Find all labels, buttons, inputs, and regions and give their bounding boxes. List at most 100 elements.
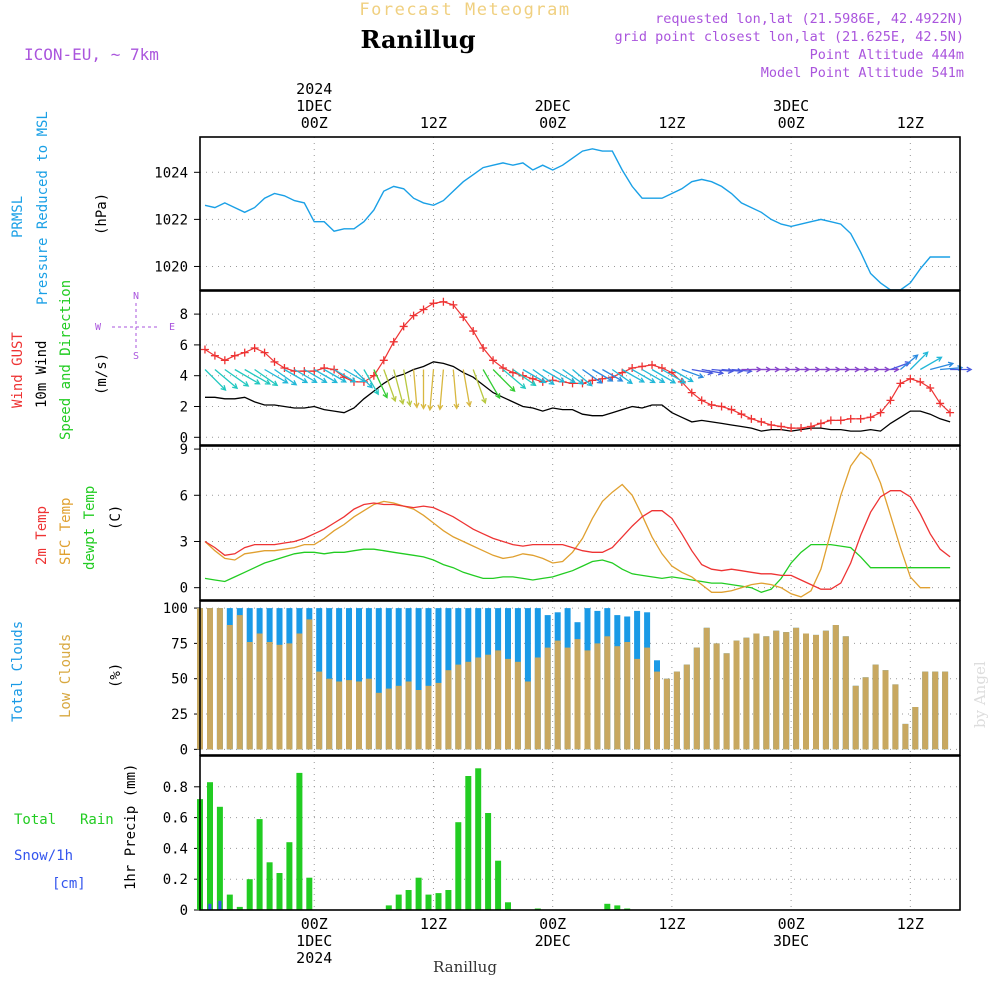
gust-marker bbox=[757, 417, 766, 426]
low-cloud-bar bbox=[753, 633, 760, 750]
gust-marker bbox=[896, 379, 905, 388]
wind-arrow bbox=[651, 368, 677, 384]
panel-frame bbox=[199, 600, 961, 756]
bottom-time-label: 00Z bbox=[778, 915, 805, 933]
low-cloud-bar bbox=[495, 650, 502, 750]
low-cloud-bar bbox=[306, 619, 313, 750]
wind-arrow bbox=[681, 368, 705, 379]
gust-marker bbox=[588, 376, 597, 385]
low-cloud-bar bbox=[743, 637, 750, 750]
wind-arrow bbox=[602, 368, 624, 382]
rain-bar bbox=[306, 877, 313, 910]
wind-arrow bbox=[721, 368, 744, 374]
low-cloud-bar bbox=[465, 661, 472, 750]
low-cloud-bar bbox=[375, 692, 382, 750]
wind-arrow bbox=[264, 368, 289, 384]
low-cloud-bar bbox=[584, 650, 591, 750]
wind-arrow bbox=[552, 368, 576, 383]
wind-arrow bbox=[482, 369, 501, 400]
top-time-label: 00Z bbox=[539, 114, 566, 132]
low-cloud-bar bbox=[207, 608, 213, 750]
rain-bar bbox=[256, 819, 263, 910]
clouds-unit: (%) bbox=[108, 663, 124, 688]
gust-marker bbox=[379, 356, 388, 365]
total-cloud-bar bbox=[356, 608, 362, 750]
gust-marker bbox=[499, 364, 508, 372]
total-cloud-bar bbox=[405, 608, 412, 750]
y-tick-label: 3 bbox=[180, 534, 188, 550]
total-cloud-bar bbox=[385, 608, 392, 750]
gust-marker bbox=[876, 408, 885, 417]
gust-marker bbox=[419, 305, 428, 314]
gust-marker bbox=[489, 356, 498, 365]
wind-arrow bbox=[373, 369, 388, 399]
wind-arrow bbox=[224, 368, 250, 387]
panel-temp: 9 6 3 0 bbox=[180, 442, 960, 600]
bottom-time-label: 12Z bbox=[897, 915, 924, 933]
gust-marker bbox=[936, 399, 945, 408]
low-cloud-bar bbox=[683, 664, 690, 750]
gust-marker bbox=[687, 388, 696, 397]
wind-arrow bbox=[572, 369, 593, 387]
wind-arrow bbox=[437, 369, 445, 411]
total-cloud-bar bbox=[395, 608, 402, 750]
grid-point-coords: grid point closest lon,lat (21.625E, 42.… bbox=[615, 29, 965, 45]
wind-labels: Wind GUST 10m Wind Speed and Direction (… bbox=[10, 280, 175, 440]
wind-arrow bbox=[542, 368, 566, 383]
wind-arrow bbox=[502, 369, 527, 390]
wind-arrow bbox=[284, 368, 309, 384]
bottom-time-label: 2DEC bbox=[535, 932, 571, 950]
low-cloud-bar bbox=[286, 643, 293, 750]
low-cloud-bar bbox=[485, 654, 492, 750]
wind-arrow bbox=[621, 368, 646, 383]
gust-marker bbox=[389, 337, 398, 346]
rain-bar bbox=[395, 894, 402, 910]
wind-arrow bbox=[427, 369, 435, 412]
wind-arrow bbox=[323, 368, 347, 383]
wind-arrow bbox=[592, 368, 614, 382]
wind-arrow bbox=[383, 369, 397, 403]
gust-marker bbox=[926, 384, 935, 393]
wind-arrow bbox=[899, 354, 919, 370]
y-tick-label: 1024 bbox=[154, 165, 188, 181]
wind-arrow bbox=[244, 368, 271, 385]
precip-ylabel: 1hr Precip (mm) bbox=[123, 764, 139, 890]
low-cloud-bar bbox=[405, 681, 412, 750]
wind-arrow bbox=[631, 368, 656, 384]
low-cloud-bar bbox=[793, 627, 800, 750]
wind-arrow bbox=[582, 368, 603, 384]
low-cloud-bar bbox=[365, 678, 372, 750]
low-cloud-bar bbox=[514, 661, 521, 750]
top-time-label: 00Z bbox=[301, 114, 328, 132]
wind-arrow bbox=[532, 368, 555, 385]
wind-arrow bbox=[452, 369, 460, 410]
low-cloud-bar bbox=[693, 647, 700, 750]
wind-arrow bbox=[641, 368, 666, 383]
gust-marker bbox=[628, 364, 637, 372]
low-cloud-bar bbox=[564, 647, 571, 750]
wind-arrow bbox=[303, 368, 328, 383]
gust-marker bbox=[459, 313, 468, 322]
low-cloud-bar bbox=[594, 643, 601, 750]
low-cloud-bar bbox=[663, 678, 670, 750]
wind-arrow bbox=[403, 369, 413, 407]
low-cloud-bar bbox=[703, 627, 710, 750]
low-cloud-bar bbox=[356, 681, 362, 750]
y-tick-label: 1022 bbox=[154, 212, 188, 228]
rain-bar bbox=[465, 776, 472, 910]
low-cloud-bar bbox=[763, 636, 770, 750]
low-cloud-bar bbox=[266, 642, 273, 750]
rain-bar bbox=[445, 890, 452, 910]
bottom-time-label: 3DEC bbox=[773, 932, 809, 950]
y-tick-label: 9 bbox=[180, 442, 188, 458]
gust-marker bbox=[866, 413, 875, 422]
precip-labels: Total Rain Snow/1h [cm] 1hr Precip (mm) bbox=[14, 764, 139, 892]
rain-bar bbox=[216, 806, 223, 910]
total-cloud-bar bbox=[435, 608, 442, 750]
rain-bar bbox=[226, 894, 233, 910]
low-cloud-bar bbox=[892, 684, 899, 750]
low-cloud-bar bbox=[534, 657, 541, 750]
y-tick-label: 25 bbox=[171, 707, 188, 723]
